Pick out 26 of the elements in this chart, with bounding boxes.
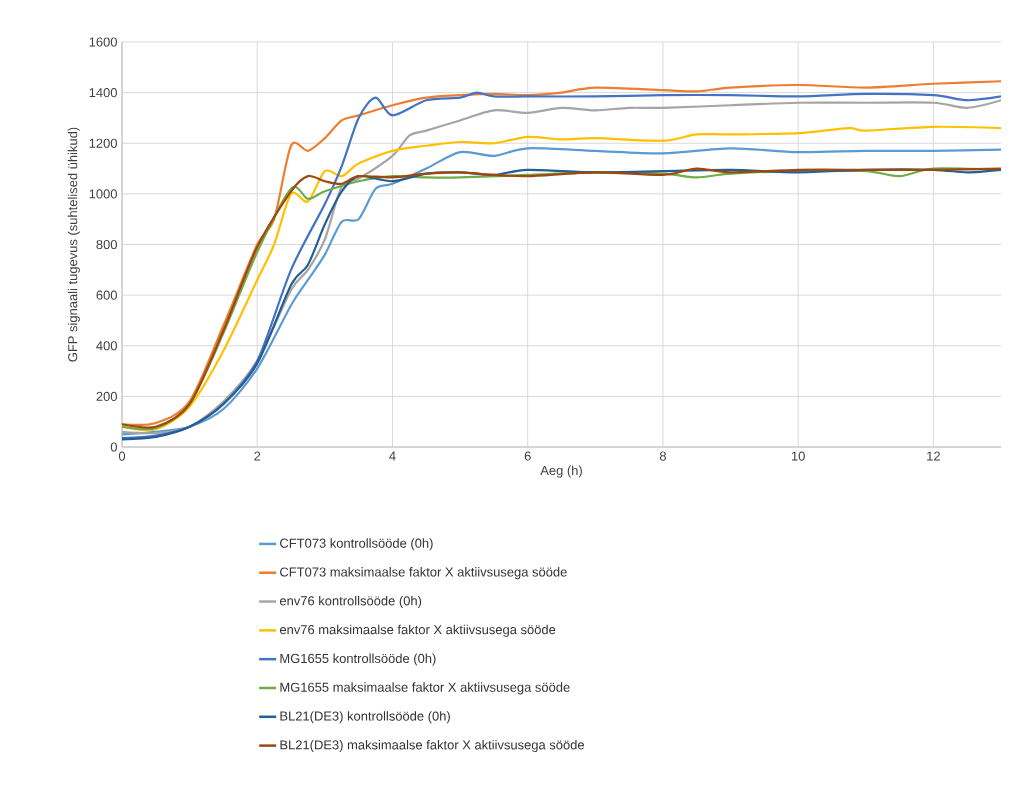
legend-label: BL21(DE3) maksimaalse faktor X aktiivsusega sööde (280, 739, 585, 753)
legend-label: CFT073 kontrollsööde (0h) (280, 538, 433, 551)
y-axis-title: GFP signaali tugevus (suhtelised ühikud) (67, 127, 80, 362)
legend-label: BL21(DE3) kontrollsööde (0h) (280, 711, 450, 724)
x-tick-label: 0 (118, 451, 126, 461)
legend-label: MG1655 kontrollsööde (0h) (280, 653, 436, 666)
y-tick-label: 400 (96, 341, 117, 351)
y-tick-label: 1000 (89, 189, 117, 199)
x-tick-label: 12 (927, 451, 940, 461)
y-tick-label: 800 (96, 239, 117, 250)
x-tick-label: 2 (254, 451, 261, 461)
legend-label: CFT073 maksimaalse faktor X aktiivsusega sööde (280, 567, 567, 580)
y-tick-label: 1600 (89, 37, 117, 47)
legend-label: MG1655 maksimaalse faktor X aktiivsusega sööde (280, 682, 570, 695)
x-tick-label: 4 (389, 451, 396, 461)
x-tick-label: 6 (524, 451, 531, 461)
y-tick-label: 600 (96, 290, 117, 300)
legend-label: env76 kontrollsööde (0h) (279, 595, 422, 608)
y-tick-label: 1200 (89, 138, 117, 148)
y-tick-label: 0 (110, 442, 117, 452)
y-tick-label: 1400 (89, 88, 117, 98)
x-axis-title: Aeg (h) (540, 465, 582, 478)
x-tick-label: 8 (659, 451, 666, 461)
legend-label: env76 maksimaalse faktor X aktiivsusega sööde (279, 624, 556, 637)
x-tick-label: 10 (791, 451, 805, 461)
y-tick-label: 200 (96, 391, 117, 401)
